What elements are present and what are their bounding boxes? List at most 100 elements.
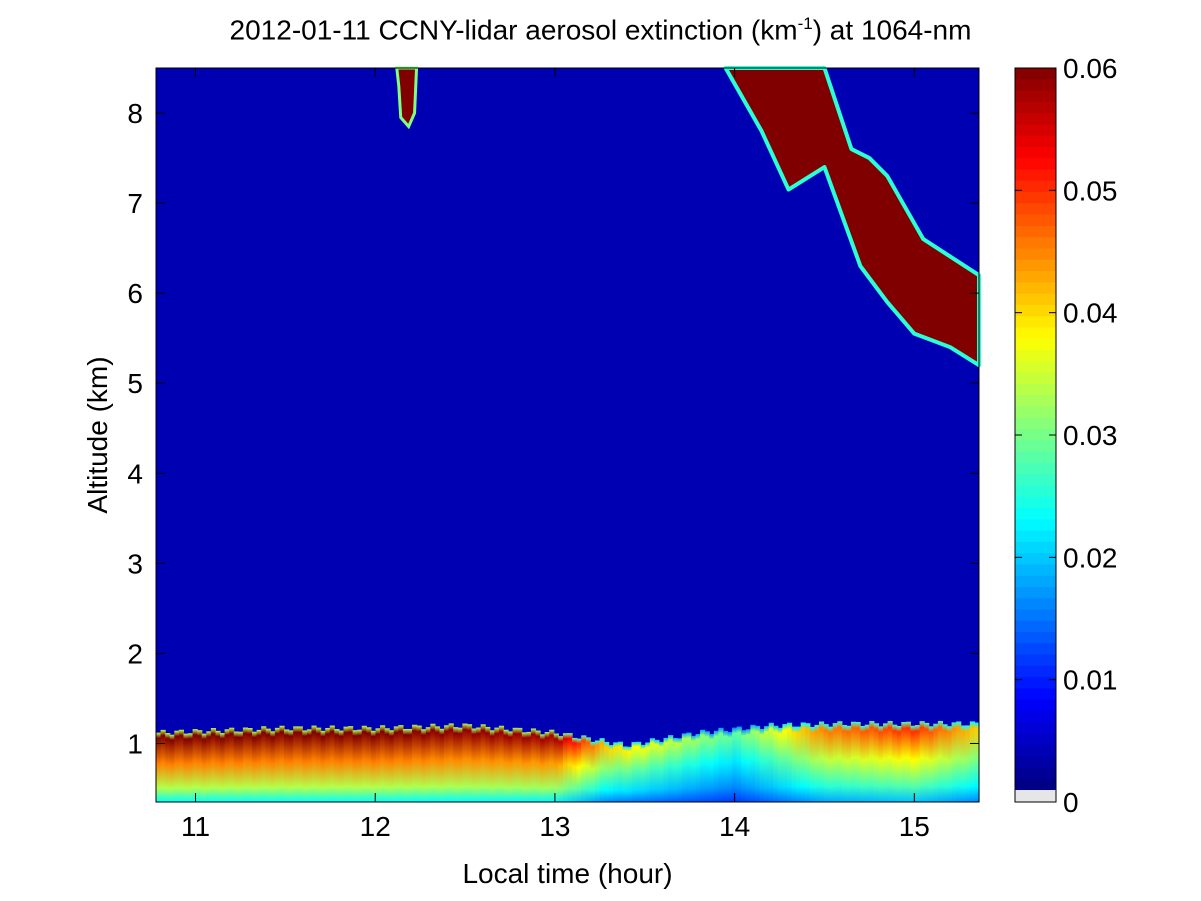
boundary-layer-column — [590, 741, 596, 802]
boundary-layer-column — [928, 726, 934, 802]
boundary-layer-column — [512, 727, 518, 802]
boundary-layer-column — [745, 729, 751, 802]
boundary-layer-column — [700, 729, 706, 802]
colorbar-segment — [1015, 158, 1056, 171]
boundary-layer-column — [521, 732, 527, 802]
boundary-layer-column — [617, 741, 623, 802]
colorbar-segment — [1015, 146, 1056, 159]
colorbar-segment — [1015, 214, 1056, 227]
boundary-layer-column — [882, 723, 889, 802]
x-axis-label: Local time (hour) — [462, 858, 672, 889]
x-tick-label: 12 — [360, 811, 391, 842]
boundary-layer-column — [503, 729, 509, 802]
boundary-layer-column — [229, 727, 235, 802]
x-tick-label: 11 — [181, 811, 210, 842]
boundary-layer-column — [444, 725, 450, 802]
chart-title: 2012-01-11 CCNY-lidar aerosol extinction… — [0, 14, 1201, 46]
boundary-layer-column — [823, 724, 829, 802]
boundary-layer-column — [270, 731, 276, 802]
colorbar-segment — [1015, 124, 1056, 137]
colorbar-segment — [1015, 361, 1056, 374]
colorbar-segment — [1015, 316, 1056, 329]
colorbar-tick-label: 0.06 — [1063, 53, 1118, 84]
boundary-layer-column — [357, 729, 363, 802]
boundary-layer-column — [800, 722, 806, 802]
colorbar-segment — [1015, 553, 1056, 565]
colorbar-segment — [1015, 575, 1056, 588]
colorbar-segment — [1015, 474, 1056, 487]
boundary-layer-column — [412, 724, 418, 802]
boundary-layer-column — [599, 738, 605, 802]
colorbar-segment — [1015, 417, 1056, 430]
colorbar-segment — [1015, 90, 1056, 103]
boundary-layer-column — [750, 724, 756, 802]
boundary-layer-column — [686, 732, 692, 802]
boundary-layer-column — [677, 738, 683, 802]
boundary-layer-column — [841, 725, 848, 802]
colorbar-segment — [1015, 462, 1056, 475]
boundary-layer-column — [302, 730, 308, 802]
colorbar-tick-label: 0.04 — [1063, 298, 1118, 329]
boundary-layer-column — [754, 725, 761, 802]
boundary-layer-column — [320, 730, 326, 802]
boundary-layer-column — [567, 733, 573, 802]
colorbar-segment — [1015, 541, 1056, 554]
colorbar-zero-segment — [1015, 790, 1056, 802]
boundary-layer-column — [695, 734, 701, 802]
boundary-layer-column — [709, 734, 715, 802]
boundary-layer-column — [805, 723, 811, 802]
boundary-layer-column — [727, 731, 733, 802]
boundary-layer-column — [425, 727, 431, 802]
boundary-layer-column — [384, 728, 390, 802]
boundary-layer-column — [736, 726, 742, 802]
boundary-layer-column — [343, 726, 349, 802]
colorbar-segment — [1015, 643, 1056, 656]
colorbar-tick-label: 0 — [1063, 787, 1079, 818]
colorbar-segment — [1015, 711, 1056, 723]
boundary-layer-column — [256, 729, 262, 802]
boundary-layer-column — [165, 733, 171, 802]
boundary-layer-column — [316, 727, 322, 802]
boundary-layer-column — [160, 729, 166, 802]
boundary-layer-column — [796, 726, 802, 802]
boundary-layer-column — [910, 725, 916, 802]
colorbar-segment — [1015, 485, 1056, 498]
boundary-layer-column — [722, 730, 729, 802]
colorbar-segment — [1015, 327, 1056, 340]
y-tick-label: 7 — [127, 188, 143, 219]
colorbar-segment — [1015, 756, 1056, 769]
boundary-layer-column — [206, 731, 212, 802]
boundary-layer-column — [585, 737, 591, 802]
boundary-layer-column — [535, 730, 541, 802]
boundary-layer-column — [480, 724, 486, 802]
boundary-layer-column — [846, 725, 852, 802]
boundary-layer-column — [261, 726, 267, 802]
boundary-layer-column — [462, 723, 468, 802]
boundary-layer-column — [338, 730, 345, 802]
y-tick-label: 1 — [127, 728, 143, 759]
boundary-layer-column — [224, 729, 230, 802]
boundary-layer-column — [974, 722, 980, 802]
colorbar-tick-label: 0.05 — [1063, 175, 1118, 206]
boundary-layer-column — [284, 729, 290, 802]
colorbar-segment — [1015, 620, 1056, 633]
boundary-layer-column — [764, 726, 770, 802]
boundary-layer-column — [393, 726, 399, 802]
boundary-layer-column — [581, 735, 587, 802]
colorbar-segment — [1015, 282, 1056, 295]
boundary-layer-column — [380, 725, 386, 802]
y-tick-label: 6 — [127, 278, 143, 309]
colorbar-segment — [1015, 564, 1056, 577]
boundary-layer-column — [558, 736, 564, 802]
y-tick-label: 4 — [127, 458, 143, 489]
boundary-layer-column — [969, 721, 976, 802]
colorbar-segment — [1015, 372, 1056, 385]
boundary-layer-column — [389, 730, 395, 802]
boundary-layer-column — [594, 740, 601, 802]
colorbar-tick-label: 0.03 — [1063, 420, 1118, 451]
boundary-layer-column — [540, 734, 546, 802]
boundary-layer-column — [197, 730, 203, 802]
boundary-layer-column — [370, 730, 377, 802]
boundary-layer-column — [860, 725, 866, 802]
boundary-layer-column — [466, 724, 473, 802]
